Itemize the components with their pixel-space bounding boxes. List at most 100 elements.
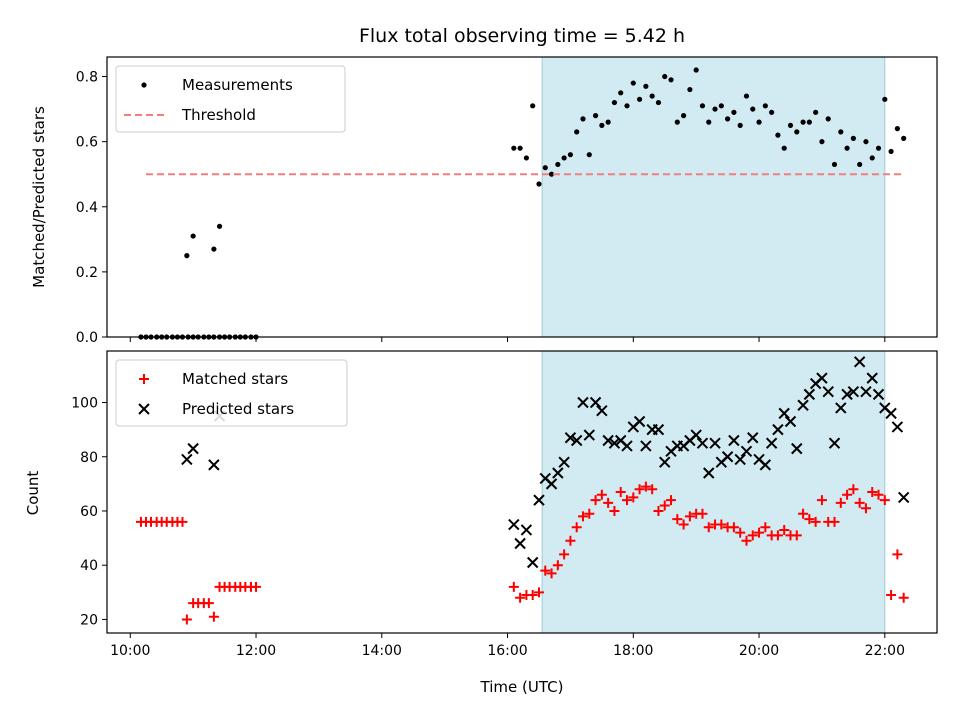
data-point	[894, 126, 900, 132]
data-point	[848, 484, 859, 495]
data-point	[680, 113, 687, 119]
data-point	[897, 491, 910, 504]
data-point	[211, 246, 217, 252]
data-point	[605, 119, 611, 125]
data-point	[546, 568, 557, 579]
y-tick-label: 40	[80, 558, 98, 574]
data-point	[769, 109, 775, 115]
axes-frame	[106, 56, 938, 338]
data-point	[885, 407, 897, 420]
data-point	[743, 93, 750, 99]
x-axis-label: Time (UTC)	[480, 678, 564, 696]
data-point	[608, 437, 621, 449]
data-point	[772, 530, 783, 541]
data-point	[775, 132, 781, 138]
data-point	[888, 148, 894, 155]
data-point	[838, 129, 844, 135]
data-point	[703, 467, 715, 479]
y-tick-label: 0.4	[76, 200, 98, 216]
data-point	[517, 145, 523, 151]
data-point	[810, 516, 821, 527]
legend-box	[115, 359, 348, 427]
data-point	[891, 421, 904, 433]
x-tick-label: 22:00	[865, 643, 905, 659]
data-point	[187, 442, 199, 455]
data-point	[740, 445, 753, 458]
x-tick-label: 16:00	[487, 643, 527, 659]
data-point	[571, 522, 582, 533]
data-point	[558, 456, 570, 468]
data-point	[611, 99, 618, 106]
count-panel: 20 40 60 80 100 10:00 12:00 14:00 16:00 18:00 20:0…	[71, 350, 938, 659]
data-point	[640, 440, 652, 452]
data-point	[772, 423, 784, 436]
y-tick-label: 0.0	[76, 330, 98, 346]
data-point	[577, 511, 588, 522]
data-point	[655, 99, 662, 106]
data-point	[511, 145, 517, 151]
data-point	[628, 492, 639, 503]
data-point	[804, 514, 815, 525]
data-point	[615, 487, 626, 497]
data-point	[892, 549, 903, 560]
data-point	[630, 80, 636, 86]
data-point	[552, 560, 563, 571]
y-tick-label: 60	[80, 504, 98, 520]
data-point	[816, 372, 828, 384]
data-point	[797, 399, 809, 411]
data-point	[666, 495, 677, 506]
data-point	[706, 119, 712, 125]
x-tick-label: 12:00	[236, 643, 276, 659]
data-point	[649, 93, 655, 99]
data-point	[898, 592, 909, 603]
data-point	[835, 402, 847, 414]
data-point	[251, 581, 262, 592]
data-point	[181, 614, 192, 625]
data-point	[875, 145, 882, 151]
x-tick-label: 10:00	[110, 643, 150, 659]
data-point	[577, 396, 589, 409]
data-point	[596, 404, 608, 417]
x-tick-label: 20:00	[739, 643, 779, 659]
observing-window-band	[542, 351, 885, 633]
data-point	[203, 598, 214, 609]
legend-marker	[139, 374, 149, 384]
data-point	[728, 434, 740, 447]
data-point	[696, 437, 709, 449]
data-point	[561, 155, 567, 161]
data-point	[508, 581, 519, 592]
data-point	[734, 453, 746, 466]
data-point	[825, 116, 831, 122]
data-point	[621, 440, 633, 452]
data-point	[778, 407, 790, 420]
data-point	[520, 524, 533, 536]
data-point	[731, 109, 737, 115]
data-point	[640, 481, 651, 492]
data-point	[765, 437, 778, 449]
data-point	[737, 122, 743, 128]
data-point	[709, 437, 721, 449]
data-point	[816, 495, 827, 506]
data-point	[684, 511, 695, 522]
data-point	[530, 103, 536, 109]
data-point	[741, 535, 752, 546]
observing-window-band	[542, 57, 885, 337]
data-point	[847, 385, 860, 398]
data-point	[760, 522, 771, 533]
data-point	[800, 119, 806, 125]
data-point	[634, 484, 645, 495]
data-point	[869, 155, 875, 161]
data-point	[545, 478, 558, 490]
data-point	[653, 505, 664, 516]
data-point	[693, 67, 699, 73]
data-point	[854, 497, 865, 508]
data-point	[659, 456, 671, 468]
data-point	[555, 161, 561, 168]
top-y-axis-label: Matched/Predicted stars	[30, 106, 48, 288]
data-point	[574, 129, 580, 135]
data-point	[208, 459, 220, 471]
legend-marker	[141, 82, 147, 88]
data-point	[659, 500, 670, 511]
data-point	[559, 549, 570, 560]
data-point	[813, 109, 819, 115]
